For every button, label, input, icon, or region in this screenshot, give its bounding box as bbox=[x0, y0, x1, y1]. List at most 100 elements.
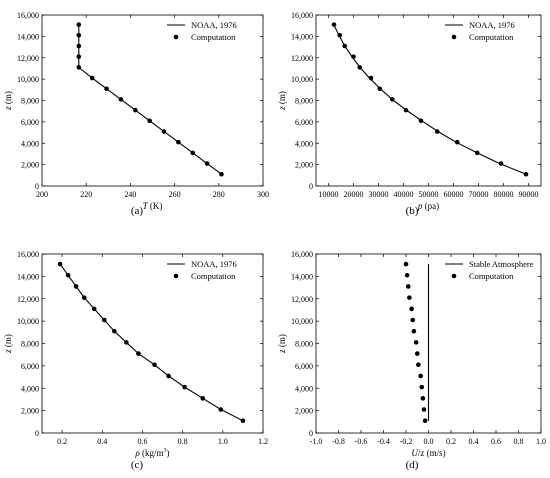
data-point bbox=[357, 65, 363, 70]
x-tick-label: 240 bbox=[124, 190, 136, 199]
data-point bbox=[76, 65, 82, 70]
x-axis-label: T (K) bbox=[143, 201, 163, 211]
y-axis-label-variable: z bbox=[3, 106, 13, 111]
y-tick-label: 6,000 bbox=[21, 362, 39, 371]
legend-label: NOAA, 1976 bbox=[191, 20, 237, 30]
y-tick-label: 8,000 bbox=[295, 340, 313, 349]
legend-label: Computation bbox=[469, 271, 514, 281]
legend-marker-swatch bbox=[173, 34, 179, 40]
x-tick-label: 90000 bbox=[519, 190, 539, 199]
y-axis-label-unit: (m) bbox=[3, 334, 13, 349]
x-tick-label: 0.2 bbox=[446, 437, 456, 446]
data-point bbox=[498, 161, 504, 166]
data-point bbox=[76, 54, 82, 59]
data-point bbox=[523, 171, 529, 177]
data-point bbox=[414, 351, 420, 356]
y-tick-label: 6,000 bbox=[295, 118, 313, 127]
x-tick-label: 0.8 bbox=[514, 437, 524, 446]
x-tick-label: 0.8 bbox=[178, 437, 188, 446]
series-line bbox=[59, 263, 244, 422]
y-tick-label: 16,000 bbox=[291, 250, 313, 259]
x-tick-label: 40000 bbox=[394, 190, 414, 199]
chart-panel-a: 200 220 240 260 280 300 0 2,000 4,000 6,000 8,000 1… bbox=[3, 11, 269, 217]
data-point bbox=[420, 396, 426, 401]
x-axis-label-variable: T bbox=[143, 201, 149, 211]
data-point bbox=[89, 75, 95, 81]
x-tick-label: 70000 bbox=[469, 190, 489, 199]
x-tick-label: 0.6 bbox=[491, 437, 501, 446]
x-axis-label-close: ) bbox=[167, 448, 170, 458]
y-tick-label: 8,000 bbox=[21, 97, 39, 106]
x-axis-label-unit: (K) bbox=[148, 201, 163, 211]
data-point bbox=[76, 22, 82, 27]
data-point bbox=[190, 150, 196, 156]
data-point bbox=[337, 33, 343, 38]
y-tick-label: 12,000 bbox=[17, 54, 39, 63]
y-tick-label: 4,000 bbox=[21, 139, 39, 148]
data-point bbox=[418, 118, 424, 124]
panel-caption: (c) bbox=[131, 459, 144, 471]
y-axis-label-variable: z bbox=[3, 349, 13, 354]
y-tick-label: 2,000 bbox=[21, 161, 39, 170]
legend-label: NOAA, 1976 bbox=[191, 259, 237, 269]
y-tick-label: 10,000 bbox=[17, 317, 39, 326]
x-tick-label: 300 bbox=[257, 190, 269, 199]
data-point bbox=[434, 129, 440, 134]
data-point bbox=[331, 22, 337, 27]
panel-caption: (b) bbox=[406, 205, 419, 217]
data-point bbox=[57, 261, 63, 267]
x-tick-label: 220 bbox=[80, 190, 92, 199]
data-point bbox=[182, 384, 187, 390]
y-tick-label: 8,000 bbox=[21, 340, 39, 349]
x-tick-label: 0.4 bbox=[469, 437, 479, 446]
data-point bbox=[411, 328, 417, 334]
data-point bbox=[422, 418, 428, 423]
data-point bbox=[407, 295, 412, 300]
x-axis-label-superscript: 3 bbox=[164, 448, 167, 454]
legend-marker-swatch bbox=[451, 34, 457, 40]
y-tick-label: 0 bbox=[35, 182, 39, 191]
data-point bbox=[132, 107, 138, 113]
data-point bbox=[240, 418, 246, 423]
series-line bbox=[78, 24, 222, 175]
legend-label: Computation bbox=[469, 32, 514, 42]
y-tick-label: 4,000 bbox=[295, 384, 313, 393]
data-point bbox=[389, 97, 395, 102]
x-tick-label: 260 bbox=[169, 190, 181, 199]
data-point bbox=[419, 384, 425, 390]
chart-panel-d: -1.0 -0.8 -0.6 -0.4 -0.2 0.0 0.2 0.4 0.6 0.8 1.0 0 2… bbox=[277, 250, 546, 471]
x-axis-label-variable: ρ bbox=[134, 448, 140, 458]
x-axis-label-unit: /z (m/s) bbox=[418, 448, 446, 458]
y-tick-label: 10,000 bbox=[291, 317, 313, 326]
y-axis-label: z (m) bbox=[277, 91, 287, 111]
y-axis-label-unit: (m) bbox=[277, 91, 287, 106]
x-axis-label-variable: p bbox=[417, 201, 423, 211]
y-tick-label: 4,000 bbox=[295, 139, 313, 148]
x-tick-label: -1.0 bbox=[310, 437, 323, 446]
x-tick-label: 50000 bbox=[419, 190, 439, 199]
data-point bbox=[413, 340, 419, 345]
y-tick-label: 16,000 bbox=[17, 11, 39, 20]
y-tick-label: 10,000 bbox=[17, 75, 39, 84]
data-point bbox=[410, 317, 416, 323]
x-tick-label: 80000 bbox=[494, 190, 514, 199]
series-line bbox=[333, 24, 527, 175]
data-point bbox=[104, 86, 109, 92]
x-tick-label: 1.2 bbox=[258, 437, 268, 446]
x-axis-label-unit: (kg/m bbox=[140, 448, 164, 458]
data-point bbox=[176, 139, 181, 145]
x-tick-label: 0.2 bbox=[57, 437, 67, 446]
legend-label: NOAA, 1976 bbox=[469, 20, 515, 30]
panel-caption: (d) bbox=[406, 459, 419, 471]
data-point bbox=[377, 86, 383, 92]
x-tick-label: 280 bbox=[213, 190, 225, 199]
y-tick-label: 16,000 bbox=[17, 250, 39, 259]
y-tick-label: 16,000 bbox=[291, 11, 313, 20]
x-tick-label: 0.4 bbox=[97, 437, 107, 446]
data-point bbox=[418, 373, 423, 379]
data-point bbox=[147, 118, 152, 124]
y-tick-label: 2,000 bbox=[21, 407, 39, 416]
data-point bbox=[421, 407, 427, 412]
data-point bbox=[204, 161, 210, 166]
data-point bbox=[161, 129, 167, 134]
